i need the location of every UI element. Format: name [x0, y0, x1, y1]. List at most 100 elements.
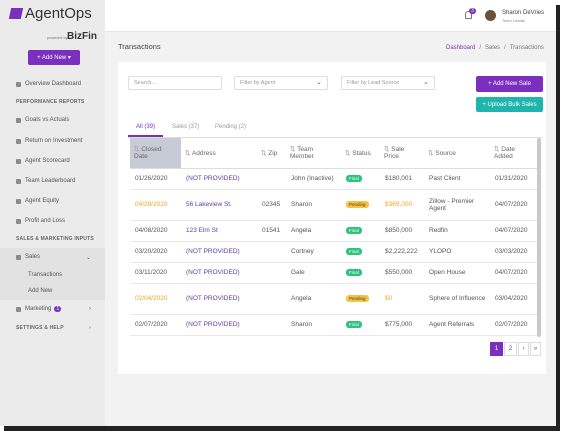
column-header[interactable]: Address	[181, 138, 257, 169]
scrollbar[interactable]	[537, 138, 541, 337]
table-row[interactable]: 02/07/2020 (NOT PROVIDED) Sharon Final $775,…	[130, 314, 537, 336]
page-button[interactable]: ›	[518, 342, 529, 356]
table-cell	[257, 262, 286, 284]
menu-label[interactable]: Transactions	[28, 272, 63, 278]
menu-label[interactable]: Profit and Loss	[25, 218, 66, 224]
tab[interactable]: All (39)	[136, 124, 156, 130]
menu-label[interactable]: Return on Investment	[25, 138, 83, 144]
status-badge: Final	[346, 248, 362, 255]
table-cell: 02/04/2020	[130, 283, 181, 315]
table-cell: YLOPO	[424, 241, 490, 263]
table-cell[interactable]: (NOT PROVIDED)	[181, 241, 257, 263]
column-header[interactable]: Team Member	[286, 138, 341, 169]
table-row[interactable]: 03/11/2020 (NOT PROVIDED) Gale Final $550,00…	[130, 262, 537, 284]
source-filter[interactable]: Filter by Lead Source	[341, 76, 435, 90]
logo-icon	[8, 8, 24, 19]
chevron-icon[interactable]: ›	[89, 325, 91, 331]
avatar[interactable]	[485, 10, 496, 21]
table-body: 01/26/2020 (NOT PROVIDED) John (Inactive) F…	[130, 168, 537, 336]
column-header[interactable]: Sale Price	[380, 138, 424, 169]
column-header[interactable]: Date Added	[490, 138, 537, 169]
chevron-icon[interactable]: ›	[89, 306, 91, 312]
table-cell[interactable]: (NOT PROVIDED)	[181, 283, 257, 315]
menu-label[interactable]: Overview Dashboard	[25, 81, 82, 87]
table-cell: 01/31/2020	[490, 168, 537, 190]
bell-icon[interactable]	[465, 11, 472, 19]
menu-badge: 1	[54, 306, 62, 312]
menu-item[interactable]: Goals vs Actuals	[0, 111, 105, 129]
search-placeholder: Search...	[134, 80, 157, 86]
agent-filter[interactable]: Filter by Agent	[234, 76, 328, 90]
menu-label[interactable]: Agent Equity	[25, 198, 60, 204]
menu-label[interactable]: Goals vs Actuals	[25, 117, 70, 123]
column-header[interactable]: Zip	[257, 138, 286, 169]
menu-item[interactable]: Profit and Loss	[0, 212, 105, 230]
table-cell: Pending	[341, 189, 380, 221]
table-row[interactable]: 02/04/2020 (NOT PROVIDED) Angela Pending $0 S…	[130, 283, 537, 315]
table-cell[interactable]: (NOT PROVIDED)	[181, 262, 257, 284]
add-sale-button[interactable]: + Add New Sale	[476, 76, 543, 92]
menu-label[interactable]: Agent Scorecard	[25, 158, 70, 164]
menu-section: PERFORMANCE REPORTS	[0, 93, 105, 111]
user-name[interactable]: Sharon DeVries	[502, 10, 545, 16]
table-cell: Cortney	[286, 241, 341, 263]
menu-item[interactable]: Agent Equity	[0, 192, 105, 210]
column-header[interactable]: Closed Date	[130, 138, 181, 169]
table-cell: 02/07/2020	[130, 314, 181, 336]
table-cell: Gale	[286, 262, 341, 284]
menu-group[interactable]: Sales ⌄	[0, 248, 105, 266]
menu-section: SETTINGS & HELP ›	[0, 319, 105, 337]
menu-label: SETTINGS & HELP	[16, 325, 64, 331]
column-header[interactable]: Status	[341, 138, 380, 169]
menu-item[interactable]: Team Leaderboard	[0, 172, 105, 190]
header-row: Closed DateAddressZipTeam MemberStatusSa…	[130, 138, 537, 169]
tab[interactable]: Sales (37)	[172, 124, 200, 130]
app: AgentOps powered by BizFin + Add New ▾ O…	[0, 0, 556, 426]
menu-item[interactable]: Agent Scorecard	[0, 152, 105, 170]
breadcrumb-link[interactable]: Sales	[485, 45, 501, 51]
table-cell[interactable]: (NOT PROVIDED)	[181, 168, 257, 190]
menu-sub[interactable]: Transactions	[0, 266, 105, 284]
table-cell: $2,222,222	[380, 241, 424, 263]
table-cell: John (Inactive)	[286, 168, 341, 190]
table-row[interactable]: 04/08/2020 123 Elm St 01541 Angela Final $850…	[130, 220, 537, 242]
tab[interactable]: Pending (2)	[215, 124, 247, 130]
table-cell: Final	[341, 314, 380, 336]
upload-button[interactable]: + Upload Bulk Sales	[476, 97, 543, 112]
table-cell: Sharon	[286, 314, 341, 336]
table-row[interactable]: 01/26/2020 (NOT PROVIDED) John (Inactive) F…	[130, 168, 537, 190]
table-cell	[257, 241, 286, 263]
add-new-label[interactable]: + Add New	[37, 54, 67, 61]
add-new-button[interactable]: + Add New ▾	[28, 50, 80, 65]
status-badge: Final	[346, 175, 362, 182]
button-label[interactable]: + Add New Sale	[488, 81, 531, 87]
page-button[interactable]: »	[530, 342, 541, 356]
table-cell: Agent Referrals	[424, 314, 490, 336]
table-cell[interactable]: 56 Lakeview St.	[181, 189, 257, 221]
table-cell[interactable]: 123 Elm St	[181, 220, 257, 242]
menu-label[interactable]: Sales	[25, 254, 41, 260]
status-badge: Pending	[346, 201, 369, 208]
page-button[interactable]: 1	[490, 342, 503, 356]
button-label[interactable]: + Upload Bulk Sales	[482, 101, 537, 108]
search-input[interactable]: Search...	[128, 76, 222, 90]
column-header[interactable]: Source	[424, 138, 490, 169]
status-badge: Pending	[346, 295, 369, 302]
menu-label[interactable]: Marketing	[25, 306, 52, 312]
table-row[interactable]: 03/20/2020 (NOT PROVIDED) Cortney Final $2,2…	[130, 241, 537, 263]
page-button[interactable]: 2	[504, 342, 517, 356]
table-cell[interactable]: (NOT PROVIDED)	[181, 314, 257, 336]
breadcrumb-link[interactable]: Dashboard	[446, 45, 476, 51]
menu-label[interactable]: Add New	[28, 288, 53, 294]
table-cell	[257, 283, 286, 315]
menu-item[interactable]: Return on Investment	[0, 132, 105, 150]
menu-sub[interactable]: Add New	[0, 282, 105, 300]
table-row[interactable]: 04/29/2020 56 Lakeview St. 02345 Sharon Pend…	[130, 189, 537, 221]
menu-label[interactable]: Team Leaderboard	[25, 178, 76, 184]
menu-section: SALES & MARKETING INPUTS	[0, 230, 105, 248]
chevron-icon[interactable]: ⌄	[85, 254, 91, 261]
menu-item[interactable]: Marketing 1 ›	[0, 300, 105, 318]
menu-item[interactable]: Overview Dashboard	[0, 75, 105, 93]
table-cell: 02345	[257, 189, 286, 221]
table-cell: 03/04/2020	[490, 283, 537, 315]
